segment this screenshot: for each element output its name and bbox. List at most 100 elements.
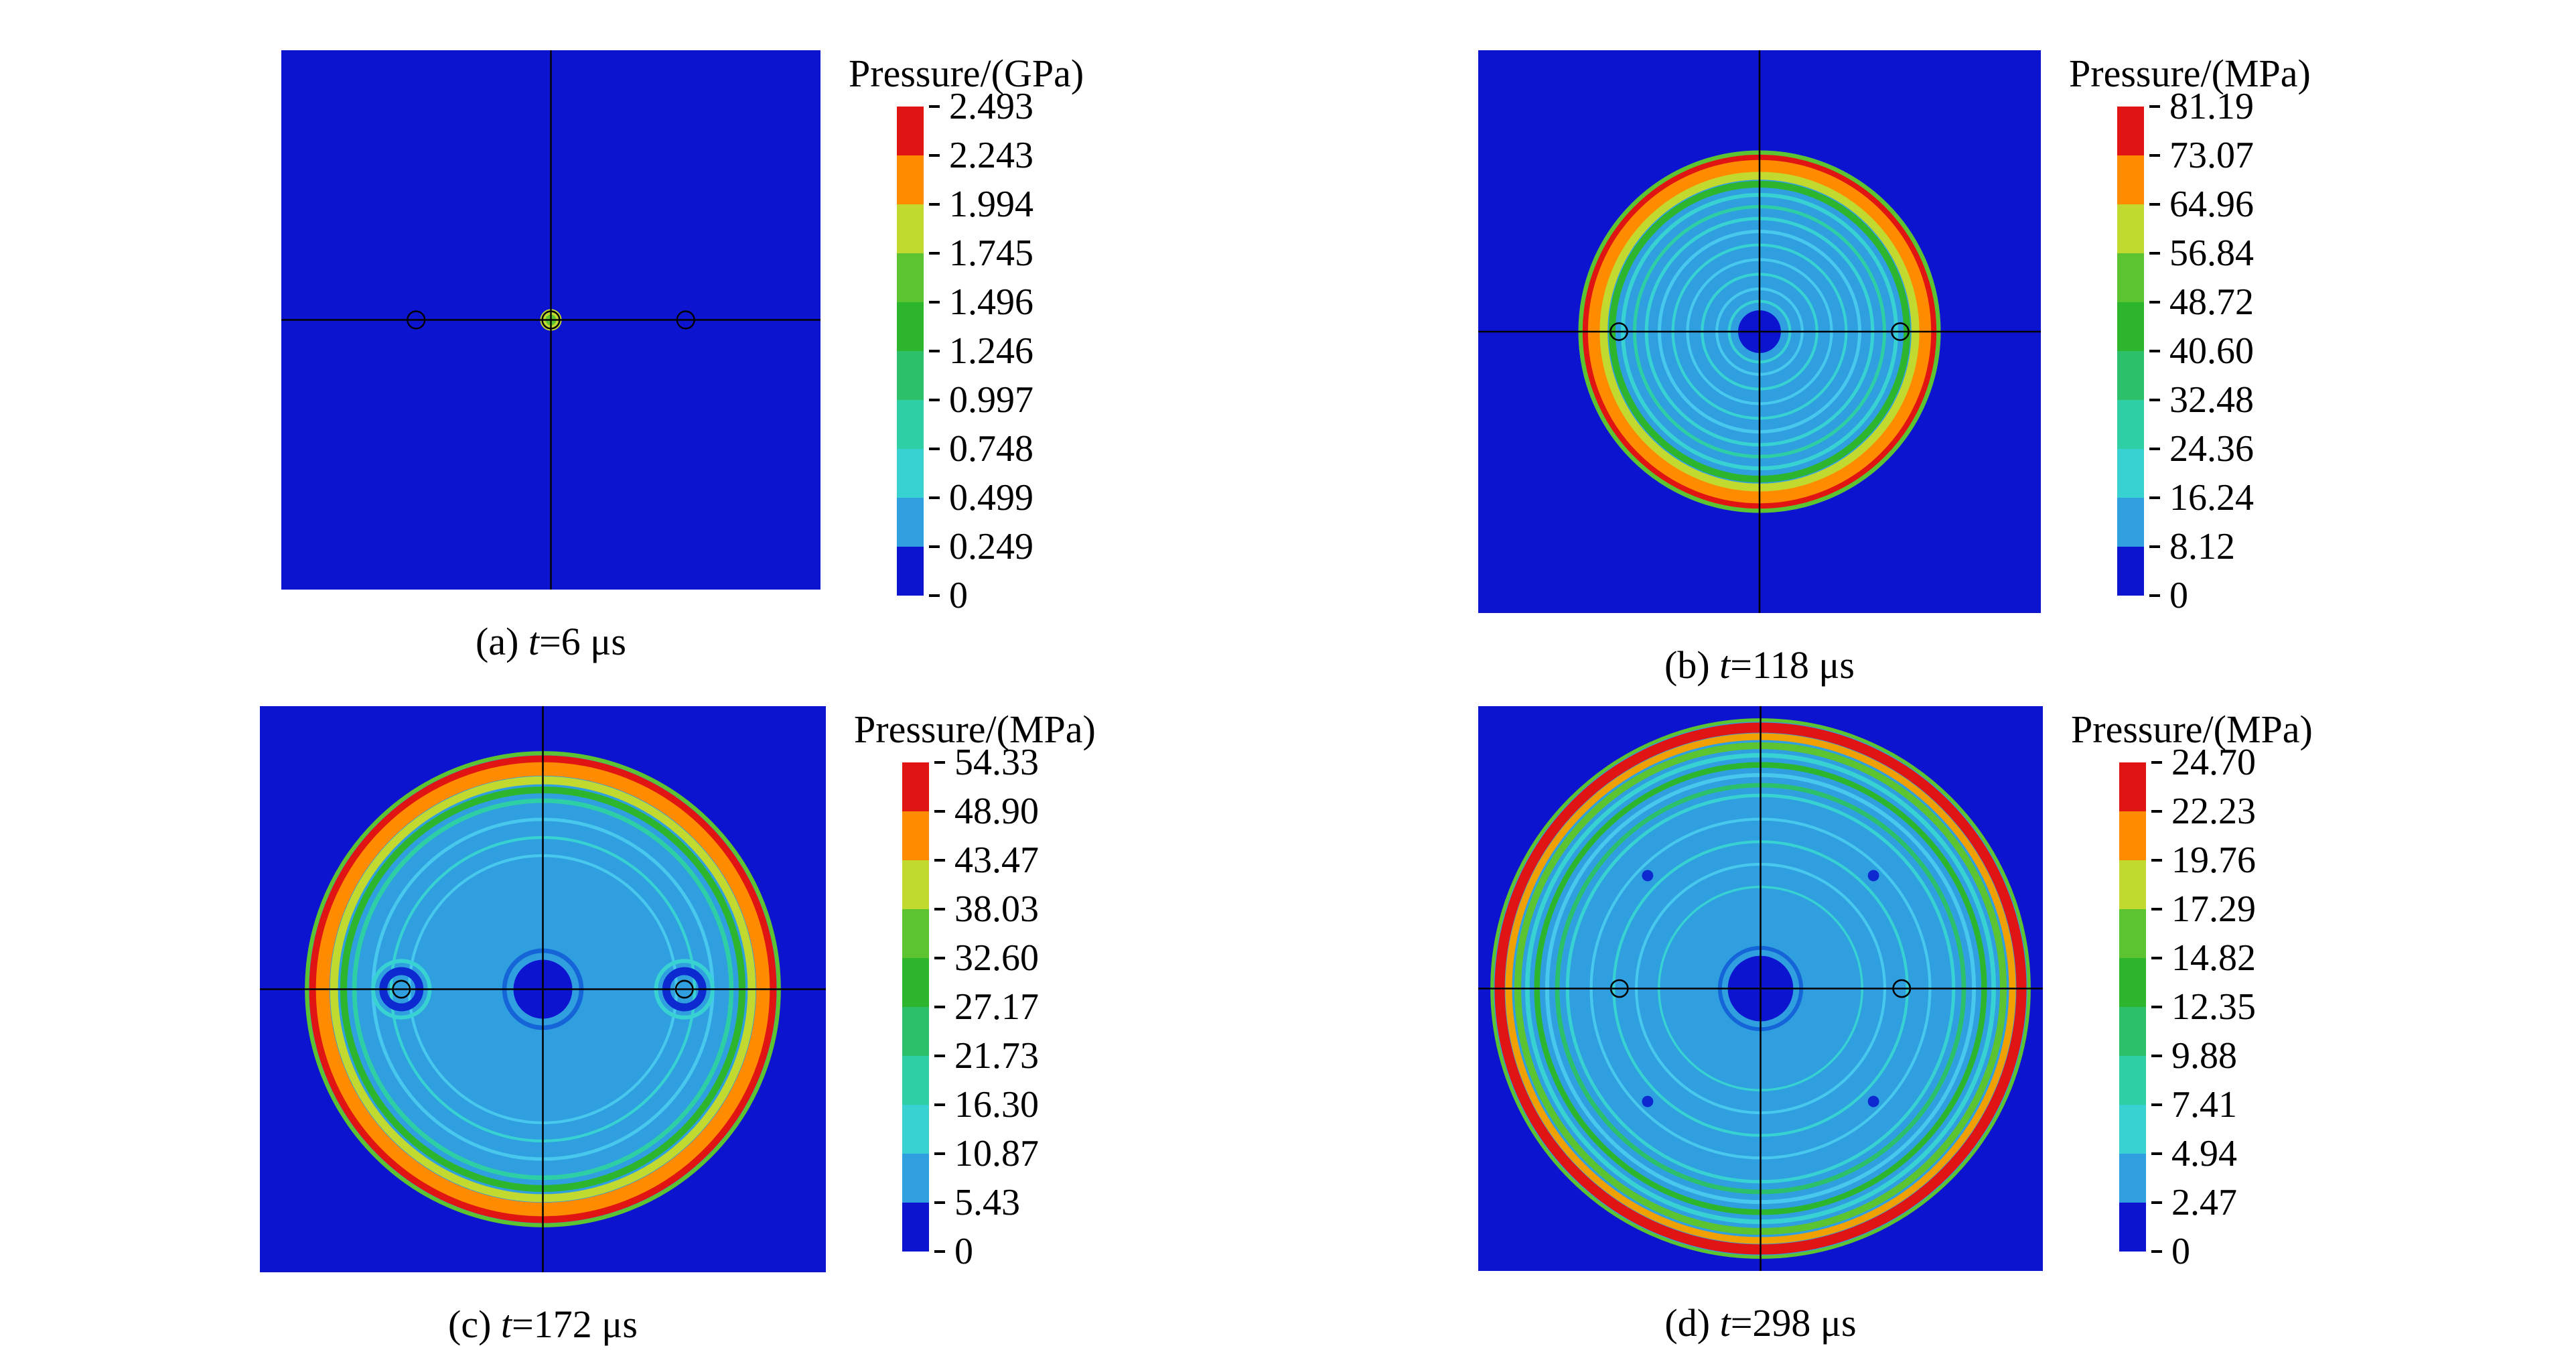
tick-label: 1.496 — [949, 281, 1033, 323]
colorbar-segment — [2119, 860, 2146, 909]
caption-a: (a) t=6 μs — [476, 619, 626, 664]
tick-label: 32.60 — [954, 937, 1039, 979]
colorbar-tick: 0.499 — [929, 475, 1033, 521]
colorbar-segment — [902, 909, 929, 958]
tick-mark — [929, 350, 940, 352]
colorbar-segment — [902, 1105, 929, 1154]
charge-outline — [674, 980, 694, 999]
colorbar-segment — [902, 762, 929, 811]
colorbar-segment — [2117, 498, 2144, 547]
tick-mark — [934, 1152, 945, 1155]
tick-label: 0.249 — [949, 526, 1033, 567]
tick-mark — [929, 301, 940, 303]
caption-variable: t — [1719, 643, 1731, 687]
tick-mark — [2149, 399, 2160, 401]
tick-mark — [934, 1103, 945, 1106]
caption-prefix: (a) — [476, 620, 528, 663]
colorbar-segment — [2119, 1154, 2146, 1203]
tick-label: 81.19 — [2169, 86, 2254, 127]
colorbar-labels-d: 24.70 22.23 19.76 17.29 14.82 12.35 9.88 7.41 4.… — [2151, 742, 2339, 1272]
tick-mark — [934, 761, 945, 764]
legend-b: Pressure/(MPa) 81.19 73.07 64.96 56.84 48.72… — [2069, 50, 2337, 616]
colorbar-tick: 16.24 — [2149, 475, 2254, 521]
charge-outline — [392, 980, 411, 999]
colorbar-segment — [897, 547, 924, 596]
colorbar-tick: 14.82 — [2151, 935, 2256, 981]
tick-mark — [934, 1006, 945, 1008]
caption-variable: t — [528, 620, 540, 663]
colorbar-segment — [2117, 155, 2144, 204]
colorbar-block-d: 24.70 22.23 19.76 17.29 14.82 12.35 9.88 7.41 4.… — [2119, 742, 2339, 1272]
colorbar-segment — [2117, 253, 2144, 302]
colorbar-segment — [897, 351, 924, 400]
colorbar-tick: 64.96 — [2149, 182, 2254, 227]
tick-label: 8.12 — [2169, 526, 2235, 567]
low-pressure-speck — [1867, 1095, 1879, 1107]
caption-b: (b) t=118 μs — [1664, 643, 1855, 687]
colorbar-segment — [902, 811, 929, 860]
colorbar-tick: 8.12 — [2149, 524, 2235, 569]
tick-mark — [2149, 252, 2160, 255]
tick-mark — [2151, 1103, 2162, 1106]
tick-mark — [2151, 1055, 2162, 1057]
colorbar-tick: 4.94 — [2151, 1131, 2237, 1176]
colorbar-tick: 0.997 — [929, 377, 1033, 423]
tick-label: 7.41 — [2171, 1084, 2237, 1126]
colorbar-tick: 19.76 — [2151, 837, 2256, 883]
colorbar-segment — [2117, 204, 2144, 253]
low-pressure-speck — [1642, 1095, 1654, 1107]
colorbar-tick: 1.994 — [929, 182, 1033, 227]
colorbar-tick: 48.90 — [934, 789, 1039, 834]
tick-label: 16.24 — [2169, 477, 2254, 519]
tick-mark — [934, 1250, 945, 1253]
tick-label: 56.84 — [2169, 232, 2254, 274]
colorbar-segment — [902, 1056, 929, 1105]
tick-mark — [934, 810, 945, 813]
tick-label: 0 — [954, 1231, 973, 1272]
tick-label: 38.03 — [954, 888, 1039, 930]
colorbar-tick: 1.496 — [929, 279, 1033, 325]
tick-label: 12.35 — [2171, 986, 2256, 1028]
colorbar-labels-a: 2.493 2.243 1.994 1.745 1.496 1.246 0.997 0.748… — [929, 86, 1117, 616]
tick-mark — [2151, 761, 2162, 764]
tick-label: 0 — [949, 575, 968, 616]
charge-outline — [407, 310, 426, 330]
tick-label: 19.76 — [2171, 839, 2256, 881]
legend-title-c: Pressure/(MPa) — [854, 707, 1096, 751]
colorbar-tick: 12.35 — [2151, 984, 2256, 1030]
colorbar-tick: 32.60 — [934, 935, 1039, 981]
legend-title-d: Pressure/(MPa) — [2071, 707, 2313, 751]
tick-label: 10.87 — [954, 1133, 1039, 1174]
colorbar-b — [2117, 107, 2144, 596]
colorbar-tick: 10.87 — [934, 1131, 1039, 1176]
colorbar-segment — [902, 860, 929, 909]
tick-mark — [2151, 810, 2162, 813]
colorbar-segment — [2117, 107, 2144, 155]
plot-column-c: (c) t=172 μs — [260, 706, 826, 1347]
tick-label: 24.36 — [2169, 428, 2254, 470]
colorbar-segment — [902, 1154, 929, 1203]
colorbar-labels-c: 54.33 48.90 43.47 38.03 32.60 27.17 21.73 16.30… — [934, 742, 1122, 1272]
colorbar-tick: 32.48 — [2149, 377, 2254, 423]
panel-b: (b) t=118 μs Pressure/(MPa) 81.19 73.07 64… — [1478, 50, 2337, 687]
colorbar-block-a: 2.493 2.243 1.994 1.745 1.496 1.246 0.997 0.748… — [897, 86, 1117, 616]
tick-label: 21.73 — [954, 1035, 1039, 1077]
colorbar-tick: 24.70 — [2151, 740, 2256, 785]
colorbar-segment — [2117, 400, 2144, 449]
plot-column-a: (a) t=6 μs — [281, 50, 820, 664]
caption-d: (d) t=298 μs — [1664, 1300, 1856, 1345]
colorbar-c — [902, 762, 929, 1252]
colorbar-tick: 0.249 — [929, 524, 1033, 569]
colorbar-segment — [897, 449, 924, 498]
colorbar-segment — [897, 498, 924, 547]
tick-mark — [929, 154, 940, 157]
tick-mark — [2149, 105, 2160, 108]
tick-label: 27.17 — [954, 986, 1039, 1028]
pressure-field-plot-c — [260, 706, 826, 1272]
colorbar-segment — [2119, 1203, 2146, 1252]
tick-label: 0 — [2169, 575, 2188, 616]
colorbar-tick: 0 — [934, 1229, 973, 1274]
tick-mark — [929, 105, 940, 108]
colorbar-segment — [2119, 1007, 2146, 1056]
tick-label: 43.47 — [954, 839, 1039, 881]
